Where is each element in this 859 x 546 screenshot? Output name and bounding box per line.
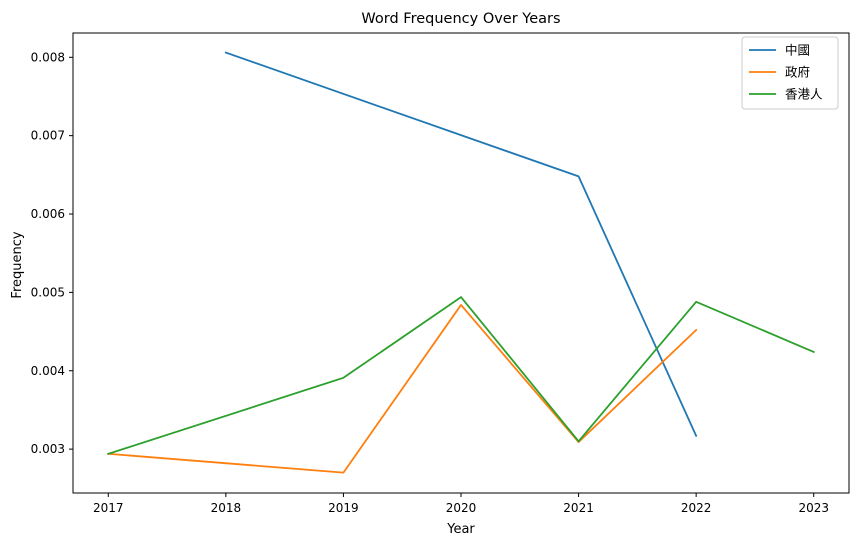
y-tick-label: 0.006 <box>31 207 65 221</box>
y-axis-title: Frequency <box>10 231 25 298</box>
y-tick-label: 0.008 <box>31 50 65 64</box>
chart-title: Word Frequency Over Years <box>361 11 560 27</box>
legend-label: 香港人 <box>785 87 823 102</box>
x-tick-label: 2018 <box>211 501 242 515</box>
plot-area: 2017 2018 2019 2020 2021 2022 2023 0.003 0.004 0.… <box>31 32 850 515</box>
series-line <box>107 296 815 455</box>
legend-label: 政府 <box>785 65 810 80</box>
x-tick-label: 2023 <box>798 501 829 515</box>
x-tick-label: 2022 <box>681 501 712 515</box>
series-line <box>107 304 698 474</box>
x-tick-label: 2019 <box>328 501 359 515</box>
x-axis-title: Year <box>446 522 475 537</box>
x-tick-label: 2021 <box>563 501 594 515</box>
x-tick-label: 2017 <box>93 501 124 515</box>
y-tick-label: 0.004 <box>31 364 65 378</box>
plot-frame <box>72 32 850 494</box>
y-tick-label: 0.003 <box>31 442 65 456</box>
series-line <box>224 51 698 437</box>
y-tick-label: 0.007 <box>31 129 65 143</box>
legend-label: 中國 <box>785 43 810 58</box>
x-tick-label: 2020 <box>446 501 477 515</box>
legend-frame <box>741 36 839 110</box>
y-tick-label: 0.005 <box>31 285 65 299</box>
